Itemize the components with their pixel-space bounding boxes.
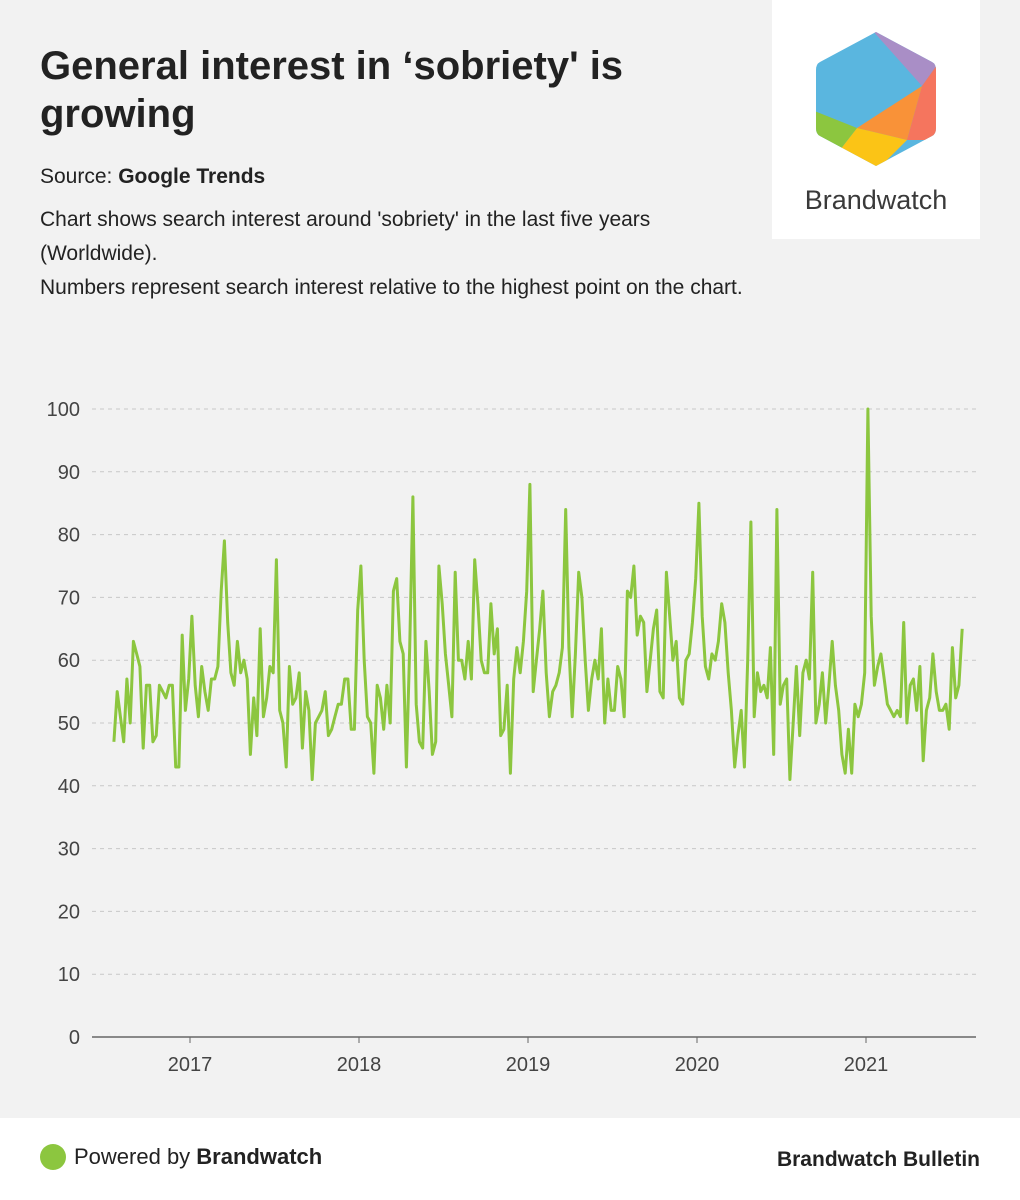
brandwatch-bulletin: Brandwatch Bulletin bbox=[776, 1148, 980, 1171]
brandwatch-logo-box: Brandwatch bbox=[772, 0, 980, 239]
y-tick-label: 90 bbox=[58, 462, 80, 484]
x-tick-label: 2019 bbox=[506, 1054, 551, 1076]
source-line: Source: Google Trends bbox=[40, 165, 265, 189]
x-axis-ticks: 2017 2018 2019 2020 2021 bbox=[168, 1037, 889, 1076]
powered-by: Powered by Brandwatch bbox=[40, 1144, 322, 1170]
x-tick-label: 2017 bbox=[168, 1054, 213, 1076]
x-tick-label: 2018 bbox=[337, 1054, 382, 1076]
page-title: General interest in ‘sobriety' is growin… bbox=[40, 44, 624, 136]
powered-by-prefix: Powered by bbox=[74, 1144, 197, 1169]
y-tick-label: 0 bbox=[69, 1027, 80, 1049]
brandwatch-logo-text: Brandwatch bbox=[804, 185, 948, 215]
y-tick-label: 80 bbox=[58, 525, 80, 547]
y-tick-label: 20 bbox=[58, 901, 80, 923]
description-line-1: Chart shows search interest around 'sobr… bbox=[40, 208, 651, 265]
x-tick-label: 2021 bbox=[844, 1054, 889, 1076]
y-tick-label: 40 bbox=[58, 776, 80, 798]
brandwatch-dot-icon bbox=[40, 1144, 66, 1170]
source-value: Google Trends bbox=[118, 165, 266, 188]
chart-description: Chart shows search interest around 'sobr… bbox=[40, 203, 760, 305]
y-tick-label: 70 bbox=[58, 587, 80, 609]
series-line-sobriety bbox=[112, 407, 964, 781]
footer: Powered by Brandwatch Brandwatch Bulleti… bbox=[0, 1118, 1020, 1200]
y-tick-label: 50 bbox=[58, 713, 80, 735]
gridlines bbox=[92, 408, 976, 975]
x-tick-label: 2020 bbox=[675, 1054, 720, 1076]
y-tick-label: 10 bbox=[58, 964, 80, 986]
description-line-2: Numbers represent search interest relati… bbox=[40, 276, 743, 299]
source-label: Source: bbox=[40, 165, 119, 188]
brandwatch-hexagon-logo-icon bbox=[816, 32, 936, 166]
y-tick-label: 100 bbox=[47, 399, 80, 421]
series-group bbox=[112, 407, 964, 781]
y-axis-ticks: 0 10 20 30 40 50 60 70 80 90 100 bbox=[47, 399, 80, 1049]
y-tick-label: 60 bbox=[58, 650, 80, 672]
y-tick-label: 30 bbox=[58, 839, 80, 861]
powered-by-brand: Brandwatch bbox=[196, 1144, 323, 1169]
